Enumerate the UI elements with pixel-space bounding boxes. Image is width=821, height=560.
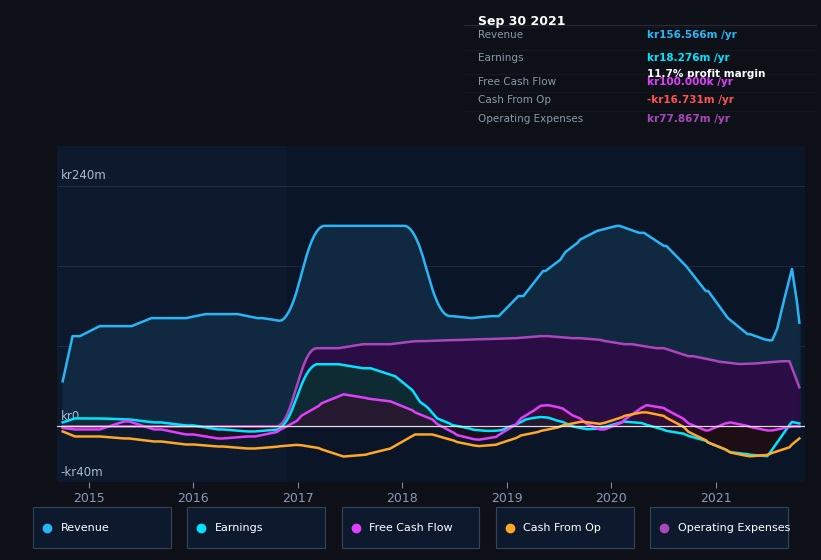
Text: Sep 30 2021: Sep 30 2021 xyxy=(478,15,566,28)
Text: Revenue: Revenue xyxy=(478,30,523,40)
Text: kr156.566m /yr: kr156.566m /yr xyxy=(648,30,737,40)
Text: Operating Expenses: Operating Expenses xyxy=(678,522,790,533)
Text: kr240m: kr240m xyxy=(61,169,107,181)
Text: Earnings: Earnings xyxy=(478,53,524,63)
Bar xyxy=(287,141,805,482)
FancyBboxPatch shape xyxy=(187,507,325,548)
Text: Revenue: Revenue xyxy=(61,522,109,533)
Text: kr100.000k /yr: kr100.000k /yr xyxy=(648,77,733,87)
Text: Cash From Op: Cash From Op xyxy=(524,522,601,533)
Text: Earnings: Earnings xyxy=(215,522,264,533)
Text: kr18.276m /yr: kr18.276m /yr xyxy=(648,53,730,63)
Text: Cash From Op: Cash From Op xyxy=(478,95,551,105)
FancyBboxPatch shape xyxy=(496,507,634,548)
Text: Operating Expenses: Operating Expenses xyxy=(478,114,583,124)
Text: Free Cash Flow: Free Cash Flow xyxy=(369,522,452,533)
Text: 11.7% profit margin: 11.7% profit margin xyxy=(648,69,766,79)
FancyBboxPatch shape xyxy=(342,507,479,548)
Text: -kr40m: -kr40m xyxy=(61,465,103,479)
FancyBboxPatch shape xyxy=(33,507,171,548)
Text: -kr16.731m /yr: -kr16.731m /yr xyxy=(648,95,734,105)
FancyBboxPatch shape xyxy=(650,507,788,548)
Text: kr77.867m /yr: kr77.867m /yr xyxy=(648,114,731,124)
Text: kr0: kr0 xyxy=(61,410,80,423)
Text: Free Cash Flow: Free Cash Flow xyxy=(478,77,556,87)
